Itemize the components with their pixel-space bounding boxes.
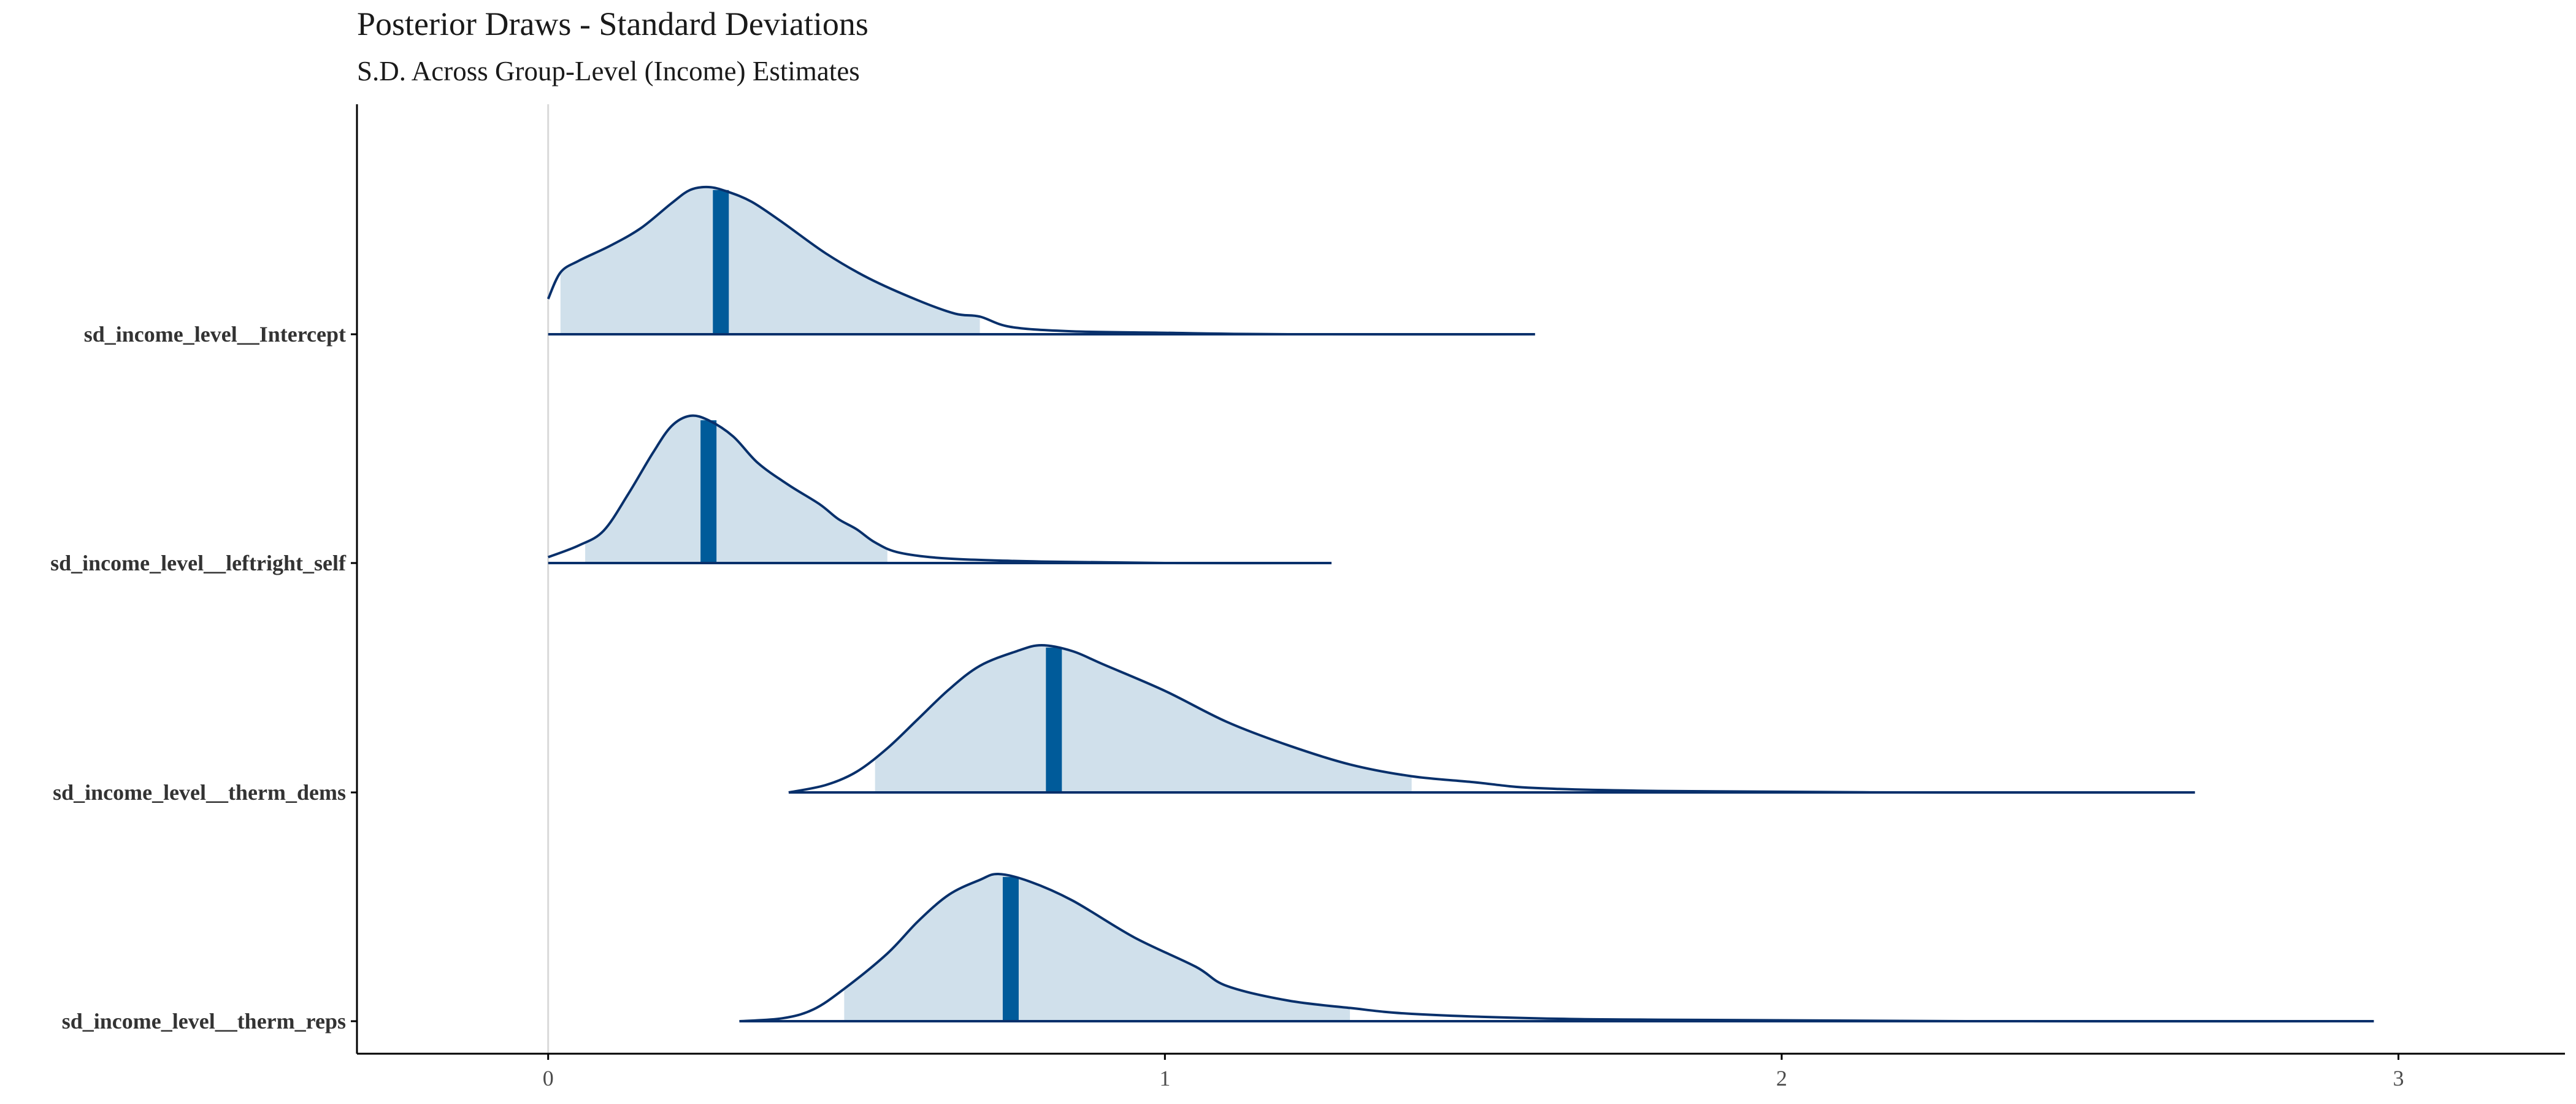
y-tick-label-sd_income_level__therm_reps: sd_income_level__therm_reps (62, 1009, 346, 1033)
credible-interval-sd_income_level__Intercept (560, 186, 980, 334)
ridge-sd_income_level__leftright_self (547, 414, 1332, 565)
ridge-sd_income_level__therm_dems (788, 644, 2195, 794)
credible-interval-sd_income_level__therm_reps (844, 873, 1350, 1021)
median-bar-sd_income_level__Intercept (713, 190, 729, 334)
credible-interval-sd_income_level__leftright_self (585, 415, 887, 563)
x-tick-label-1: 1 (1159, 1066, 1170, 1091)
ridge-sd_income_level__Intercept (546, 185, 1535, 336)
x-tick-label-2: 2 (1776, 1066, 1787, 1091)
median-bar-sd_income_level__therm_reps (1002, 876, 1019, 1021)
median-bar-sd_income_level__therm_dems (1046, 647, 1062, 792)
chart-subtitle: S.D. Across Group-Level (Income) Estimat… (357, 56, 860, 86)
axes-layer: sd_income_level__Intercept sd_income_leve… (50, 104, 2565, 1091)
y-tick-label-sd_income_level__leftright_self: sd_income_level__leftright_self (50, 551, 347, 575)
x-tick-label-0: 0 (543, 1066, 554, 1091)
chart-title: Posterior Draws - Standard Deviations (357, 6, 868, 42)
y-tick-label-sd_income_level__therm_dems: sd_income_level__therm_dems (53, 780, 346, 805)
credible-interval-sd_income_level__therm_dems (875, 645, 1412, 792)
y-tick-label-sd_income_level__Intercept: sd_income_level__Intercept (84, 322, 346, 347)
ridges-layer (546, 185, 2374, 1023)
median-bar-sd_income_level__leftright_self (700, 420, 717, 563)
ridge-sd_income_level__therm_reps (739, 872, 2374, 1023)
x-tick-label-3: 3 (2393, 1066, 2404, 1091)
density-curve-sd_income_level__Intercept (546, 185, 1535, 336)
density-curve-sd_income_level__leftright_self (547, 414, 1332, 565)
